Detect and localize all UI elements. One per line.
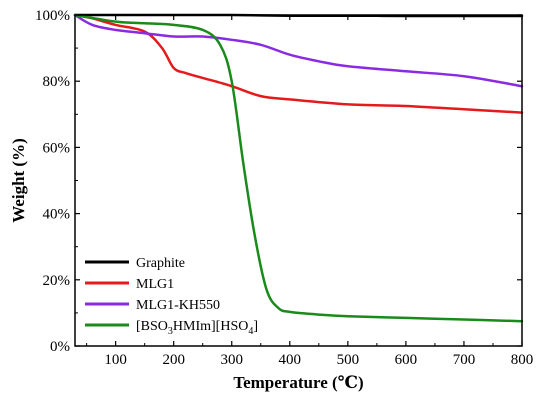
y-axis: 0% 20% 40% 60% 80% 100% [35,8,522,355]
y-axis-title: Weight (%) [9,138,28,223]
y-tick-label: 80% [43,74,71,90]
series-line-mlg1 [73,13,524,114]
series-line-bso3hmim-hso4 [73,13,524,323]
y-tick-label: 0% [50,339,70,355]
legend-label-graphite: Graphite [136,256,185,271]
x-tick-label: 200 [162,352,185,368]
x-tick-label: 600 [395,352,418,368]
plot-frame [74,14,523,347]
legend-label-mlg1: MLG1 [136,277,174,292]
x-tick-label: 400 [279,352,302,368]
y-tick-label: 40% [43,207,71,223]
x-tick-label: 800 [511,352,534,368]
y-tick-label: 60% [43,140,71,156]
x-tick-label: 700 [453,352,476,368]
legend-label-mlg1-kh550: MLG1-KH550 [136,298,220,313]
legend-label-bso3hmim-hso4: [BSO3HMIm][HSO4] [136,319,258,337]
series-line-mlg1-kh550 [73,13,524,88]
y-tick-label: 100% [35,8,70,24]
legend: Graphite MLG1 MLG1-KH550 [BSO3HMIm][HSO4] [85,256,258,337]
x-tick-label: 100 [104,352,127,368]
plot-lines [73,13,524,323]
x-axis: 100 200 300 400 500 600 700 800 [86,15,534,368]
y-tick-label: 20% [43,273,71,289]
x-axis-title: Temperature (℃) [233,373,363,392]
x-tick-label: 500 [337,352,360,368]
x-tick-label: 300 [220,352,243,368]
